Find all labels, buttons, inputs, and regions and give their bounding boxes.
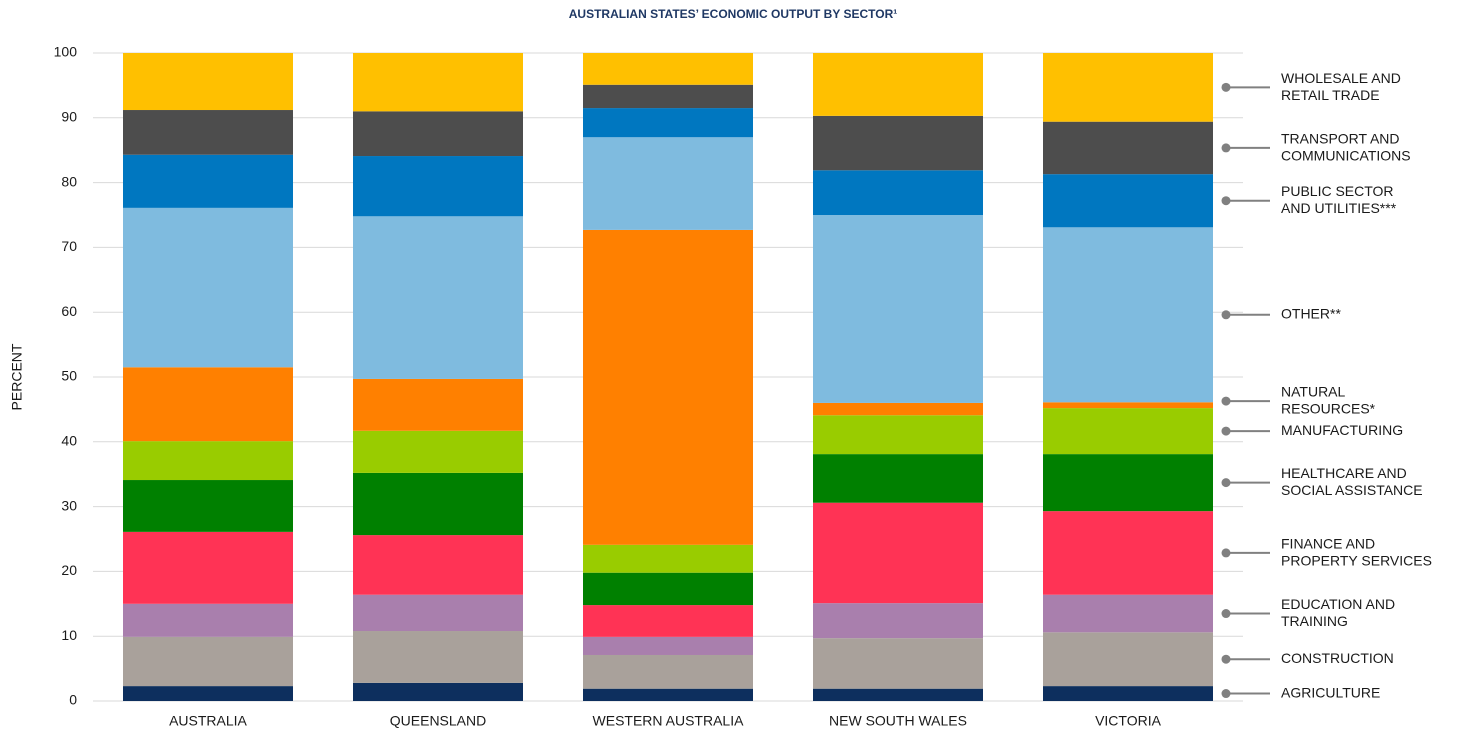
x-tick-label: AUSTRALIA: [169, 713, 247, 729]
legend-dot: [1221, 396, 1231, 406]
bar-segment: [813, 115, 983, 171]
legend-label: FINANCE AND PROPERTY SERVICES: [1281, 535, 1432, 568]
y-tick-label: 90: [61, 109, 77, 125]
bar-segment: [813, 688, 983, 701]
bar-segment: [353, 682, 523, 701]
bar-segment: [353, 535, 523, 595]
y-tick-label: 40: [61, 433, 77, 449]
legend-dot: [1221, 82, 1231, 92]
bar-segment: [583, 605, 753, 637]
bar-segment: [813, 603, 983, 639]
y-tick-label: 80: [61, 173, 77, 189]
x-tick-label: WESTERN AUSTRALIA: [593, 713, 745, 729]
legend-label: WHOLESALE AND RETAIL TRADE: [1281, 70, 1401, 103]
y-axis-label: PERCENT: [9, 343, 25, 410]
bar-segment: [123, 636, 293, 687]
legend-dot: [1221, 609, 1231, 619]
y-tick-label: 0: [69, 692, 77, 708]
bar-segment: [813, 415, 983, 455]
bar-segment: [583, 84, 753, 109]
bar-segment: [123, 441, 293, 481]
bar-segment: [813, 502, 983, 604]
bar-segment: [353, 430, 523, 473]
legend-label: AGRICULTURE: [1281, 684, 1380, 700]
y-tick-label: 50: [61, 368, 77, 384]
y-tick-label: 10: [61, 627, 77, 643]
bar-segment: [1043, 174, 1213, 228]
legend-dot: [1221, 654, 1231, 664]
bar-segment: [583, 654, 753, 689]
bar-segment: [583, 53, 753, 85]
bar-segment: [813, 215, 983, 403]
y-tick-label: 70: [61, 238, 77, 254]
x-tick-label: VICTORIA: [1095, 713, 1162, 729]
bar-segment: [583, 636, 753, 655]
bar-segment: [813, 53, 983, 116]
bar-segment: [123, 110, 293, 155]
legend-label: EDUCATION AND TRAINING: [1281, 596, 1395, 629]
bar-segment: [353, 594, 523, 632]
bar-segment: [353, 111, 523, 157]
bar-segment: [583, 544, 753, 573]
legend-label: OTHER**: [1281, 305, 1341, 321]
bar-segment: [583, 137, 753, 230]
legend-dot: [1221, 478, 1231, 488]
bar-segment: [1043, 408, 1213, 455]
legend-dot: [1221, 548, 1231, 558]
bar-segment: [1043, 53, 1213, 122]
bar-segment: [123, 367, 293, 442]
bar-segment: [583, 688, 753, 701]
y-tick-label: 100: [54, 44, 78, 60]
bar-segment: [123, 53, 293, 111]
bar-segment: [123, 207, 293, 368]
bar-segment: [1043, 402, 1213, 409]
bar-segment: [1043, 454, 1213, 512]
bar-segment: [123, 480, 293, 532]
x-tick-label: NEW SOUTH WALES: [829, 713, 967, 729]
bar-segment: [353, 472, 523, 536]
bar-segment: [353, 156, 523, 217]
bar-segment: [813, 454, 983, 503]
bar-segment: [123, 686, 293, 701]
bar-segment: [353, 378, 523, 431]
y-tick-label: 30: [61, 497, 77, 513]
bar-segment: [123, 603, 293, 637]
bar-segment: [813, 402, 983, 416]
bar-segment: [1043, 227, 1213, 403]
x-tick-label: QUEENSLAND: [390, 713, 486, 729]
bar-segment: [1043, 632, 1213, 687]
legend-label: TRANSPORT AND COMMUNICATIONS: [1281, 130, 1411, 163]
bar-segment: [813, 638, 983, 689]
legend-dot: [1221, 196, 1231, 206]
legend-label: PUBLIC SECTOR AND UTILITIES***: [1281, 183, 1397, 216]
y-tick-label: 60: [61, 303, 77, 319]
bar-segment: [813, 170, 983, 215]
legend-dot: [1221, 143, 1231, 153]
bar-segment: [353, 631, 523, 683]
legend-label: NATURAL RESOURCES*: [1281, 383, 1376, 416]
bar-segment: [583, 229, 753, 545]
legend-dot: [1221, 426, 1231, 436]
y-tick-label: 20: [61, 562, 77, 578]
bar-segment: [1043, 121, 1213, 175]
chart-title: AUSTRALIAN STATES’ ECONOMIC OUTPUT BY SE…: [569, 7, 897, 21]
bar-segment: [353, 53, 523, 112]
legend-label: CONSTRUCTION: [1281, 650, 1394, 666]
bar-segment: [1043, 686, 1213, 701]
bar-segment: [583, 572, 753, 606]
bar-segment: [1043, 511, 1213, 595]
legend-label: HEALTHCARE AND SOCIAL ASSISTANCE: [1281, 465, 1423, 498]
bar-segment: [123, 531, 293, 604]
legend-dot: [1221, 689, 1231, 699]
bar-segment: [583, 108, 753, 138]
bar-segment: [1043, 594, 1213, 633]
legend-label: MANUFACTURING: [1281, 422, 1403, 438]
legend-dot: [1221, 310, 1231, 320]
bar-segment: [123, 154, 293, 208]
bar-segment: [353, 216, 523, 379]
